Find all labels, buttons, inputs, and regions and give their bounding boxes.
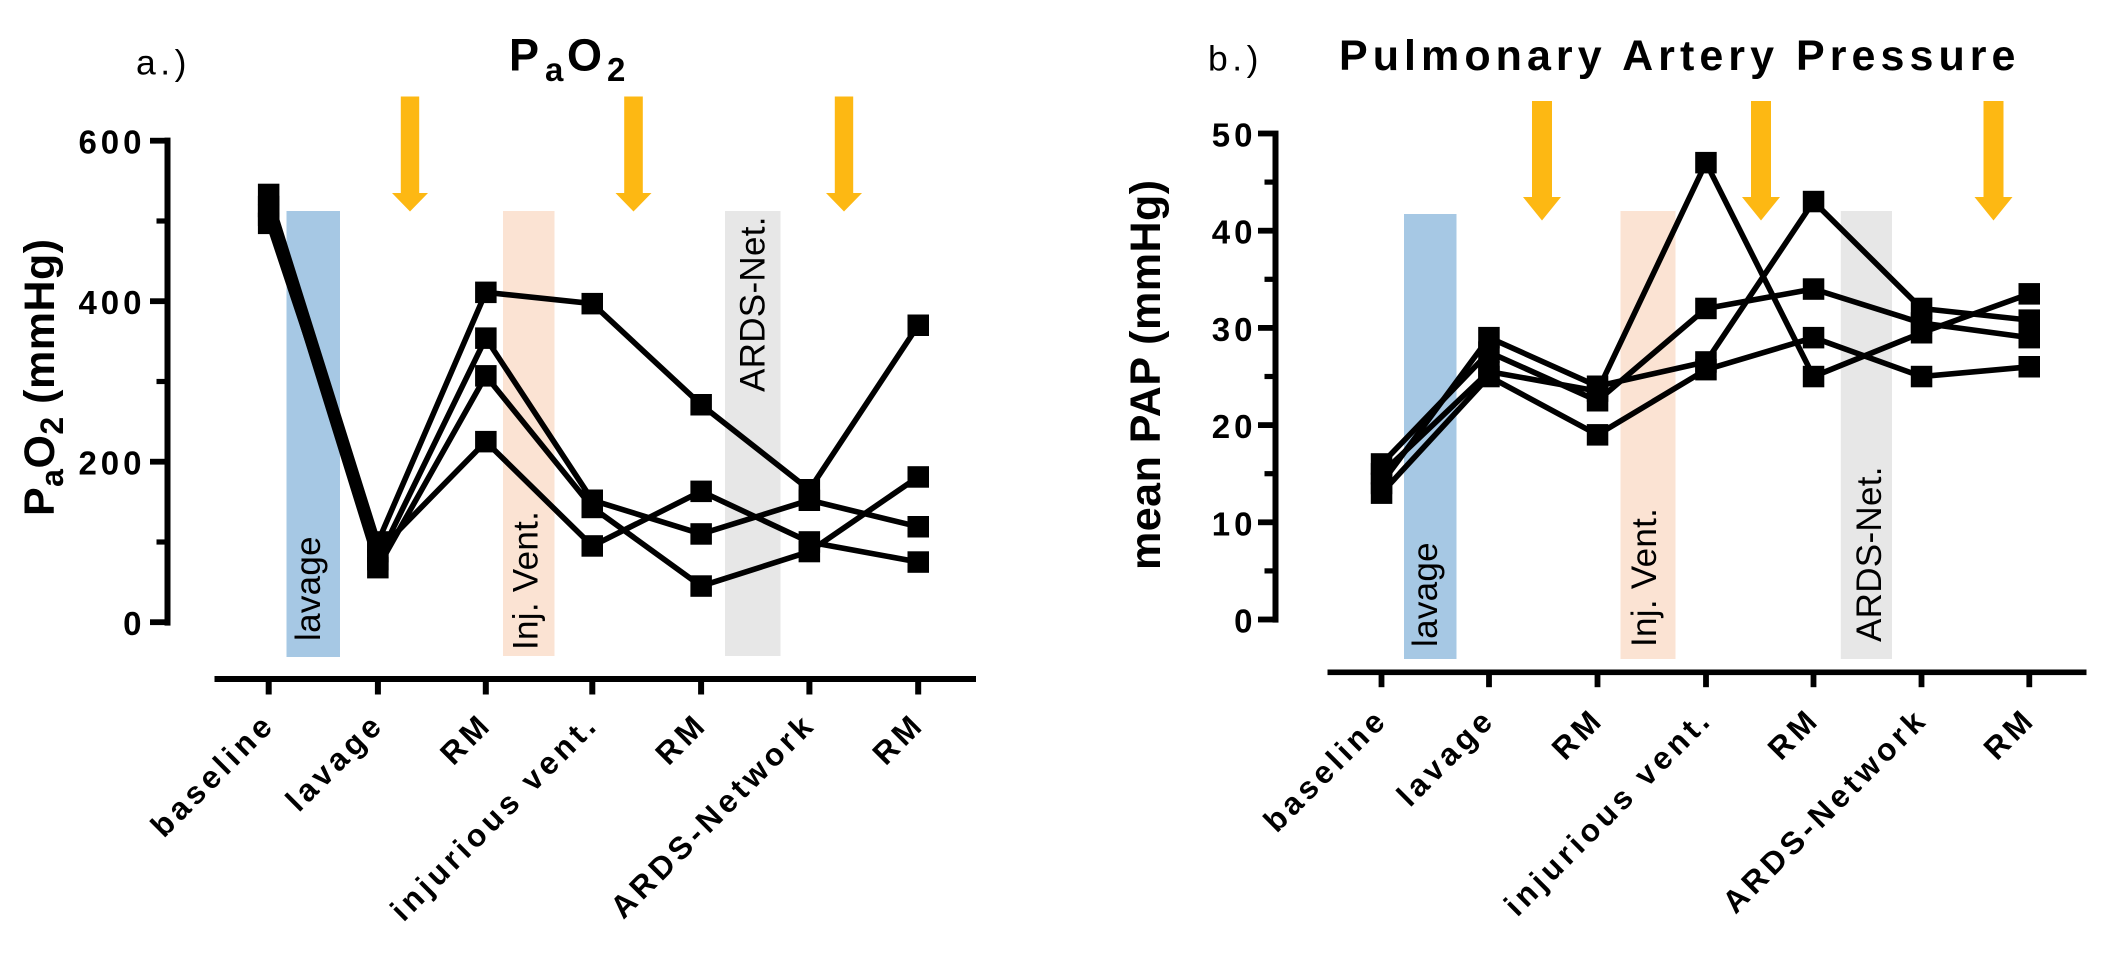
svg-text:50: 50 xyxy=(1212,117,1257,154)
svg-text:0: 0 xyxy=(123,605,145,642)
svg-text:lavage: lavage xyxy=(1406,542,1445,647)
svg-text:a.): a.) xyxy=(136,43,191,83)
svg-text:ARDS-Net.: ARDS-Net. xyxy=(1850,466,1889,642)
svg-text:30: 30 xyxy=(1212,311,1257,348)
svg-text:40: 40 xyxy=(1212,214,1257,251)
svg-text:injurious vent.: injurious vent. xyxy=(383,705,605,927)
svg-text:lavage: lavage xyxy=(278,705,391,818)
svg-text:ARDS-Network: ARDS-Network xyxy=(603,705,823,925)
svg-text:20: 20 xyxy=(1212,408,1257,445)
svg-text:b.): b.) xyxy=(1208,39,1263,79)
svg-text:PaO2 (mmHg): PaO2 (mmHg) xyxy=(16,238,70,516)
svg-text:200: 200 xyxy=(78,445,145,482)
svg-text:RM: RM xyxy=(1544,700,1610,766)
svg-text:ARDS-Network: ARDS-Network xyxy=(1715,700,1935,920)
svg-text:mean PAP (mmHg): mean PAP (mmHg) xyxy=(1122,179,1170,570)
svg-text:Pulmonary Artery Pressure: Pulmonary Artery Pressure xyxy=(1339,32,2021,80)
svg-text:RM: RM xyxy=(433,705,499,771)
svg-text:lavage: lavage xyxy=(1389,700,1502,813)
svg-text:Inj. Vent.: Inj. Vent. xyxy=(1625,508,1664,647)
svg-text:ARDS-Net.: ARDS-Net. xyxy=(734,216,773,392)
svg-text:RM: RM xyxy=(648,705,714,771)
svg-text:600: 600 xyxy=(78,124,145,161)
svg-text:RM: RM xyxy=(865,705,931,771)
svg-text:Inj. Vent.: Inj. Vent. xyxy=(507,511,546,650)
svg-text:400: 400 xyxy=(78,284,145,321)
svg-text:RM: RM xyxy=(1760,700,1826,766)
svg-text:baseline: baseline xyxy=(143,705,281,843)
svg-text:lavage: lavage xyxy=(289,536,328,641)
svg-text:10: 10 xyxy=(1212,505,1257,542)
svg-text:RM: RM xyxy=(1976,700,2042,766)
svg-text:PaO2: PaO 2 xyxy=(509,30,625,89)
svg-text:injurious vent.: injurious vent. xyxy=(1497,700,1719,922)
svg-text:0: 0 xyxy=(1234,603,1256,640)
svg-text:baseline: baseline xyxy=(1256,700,1394,838)
